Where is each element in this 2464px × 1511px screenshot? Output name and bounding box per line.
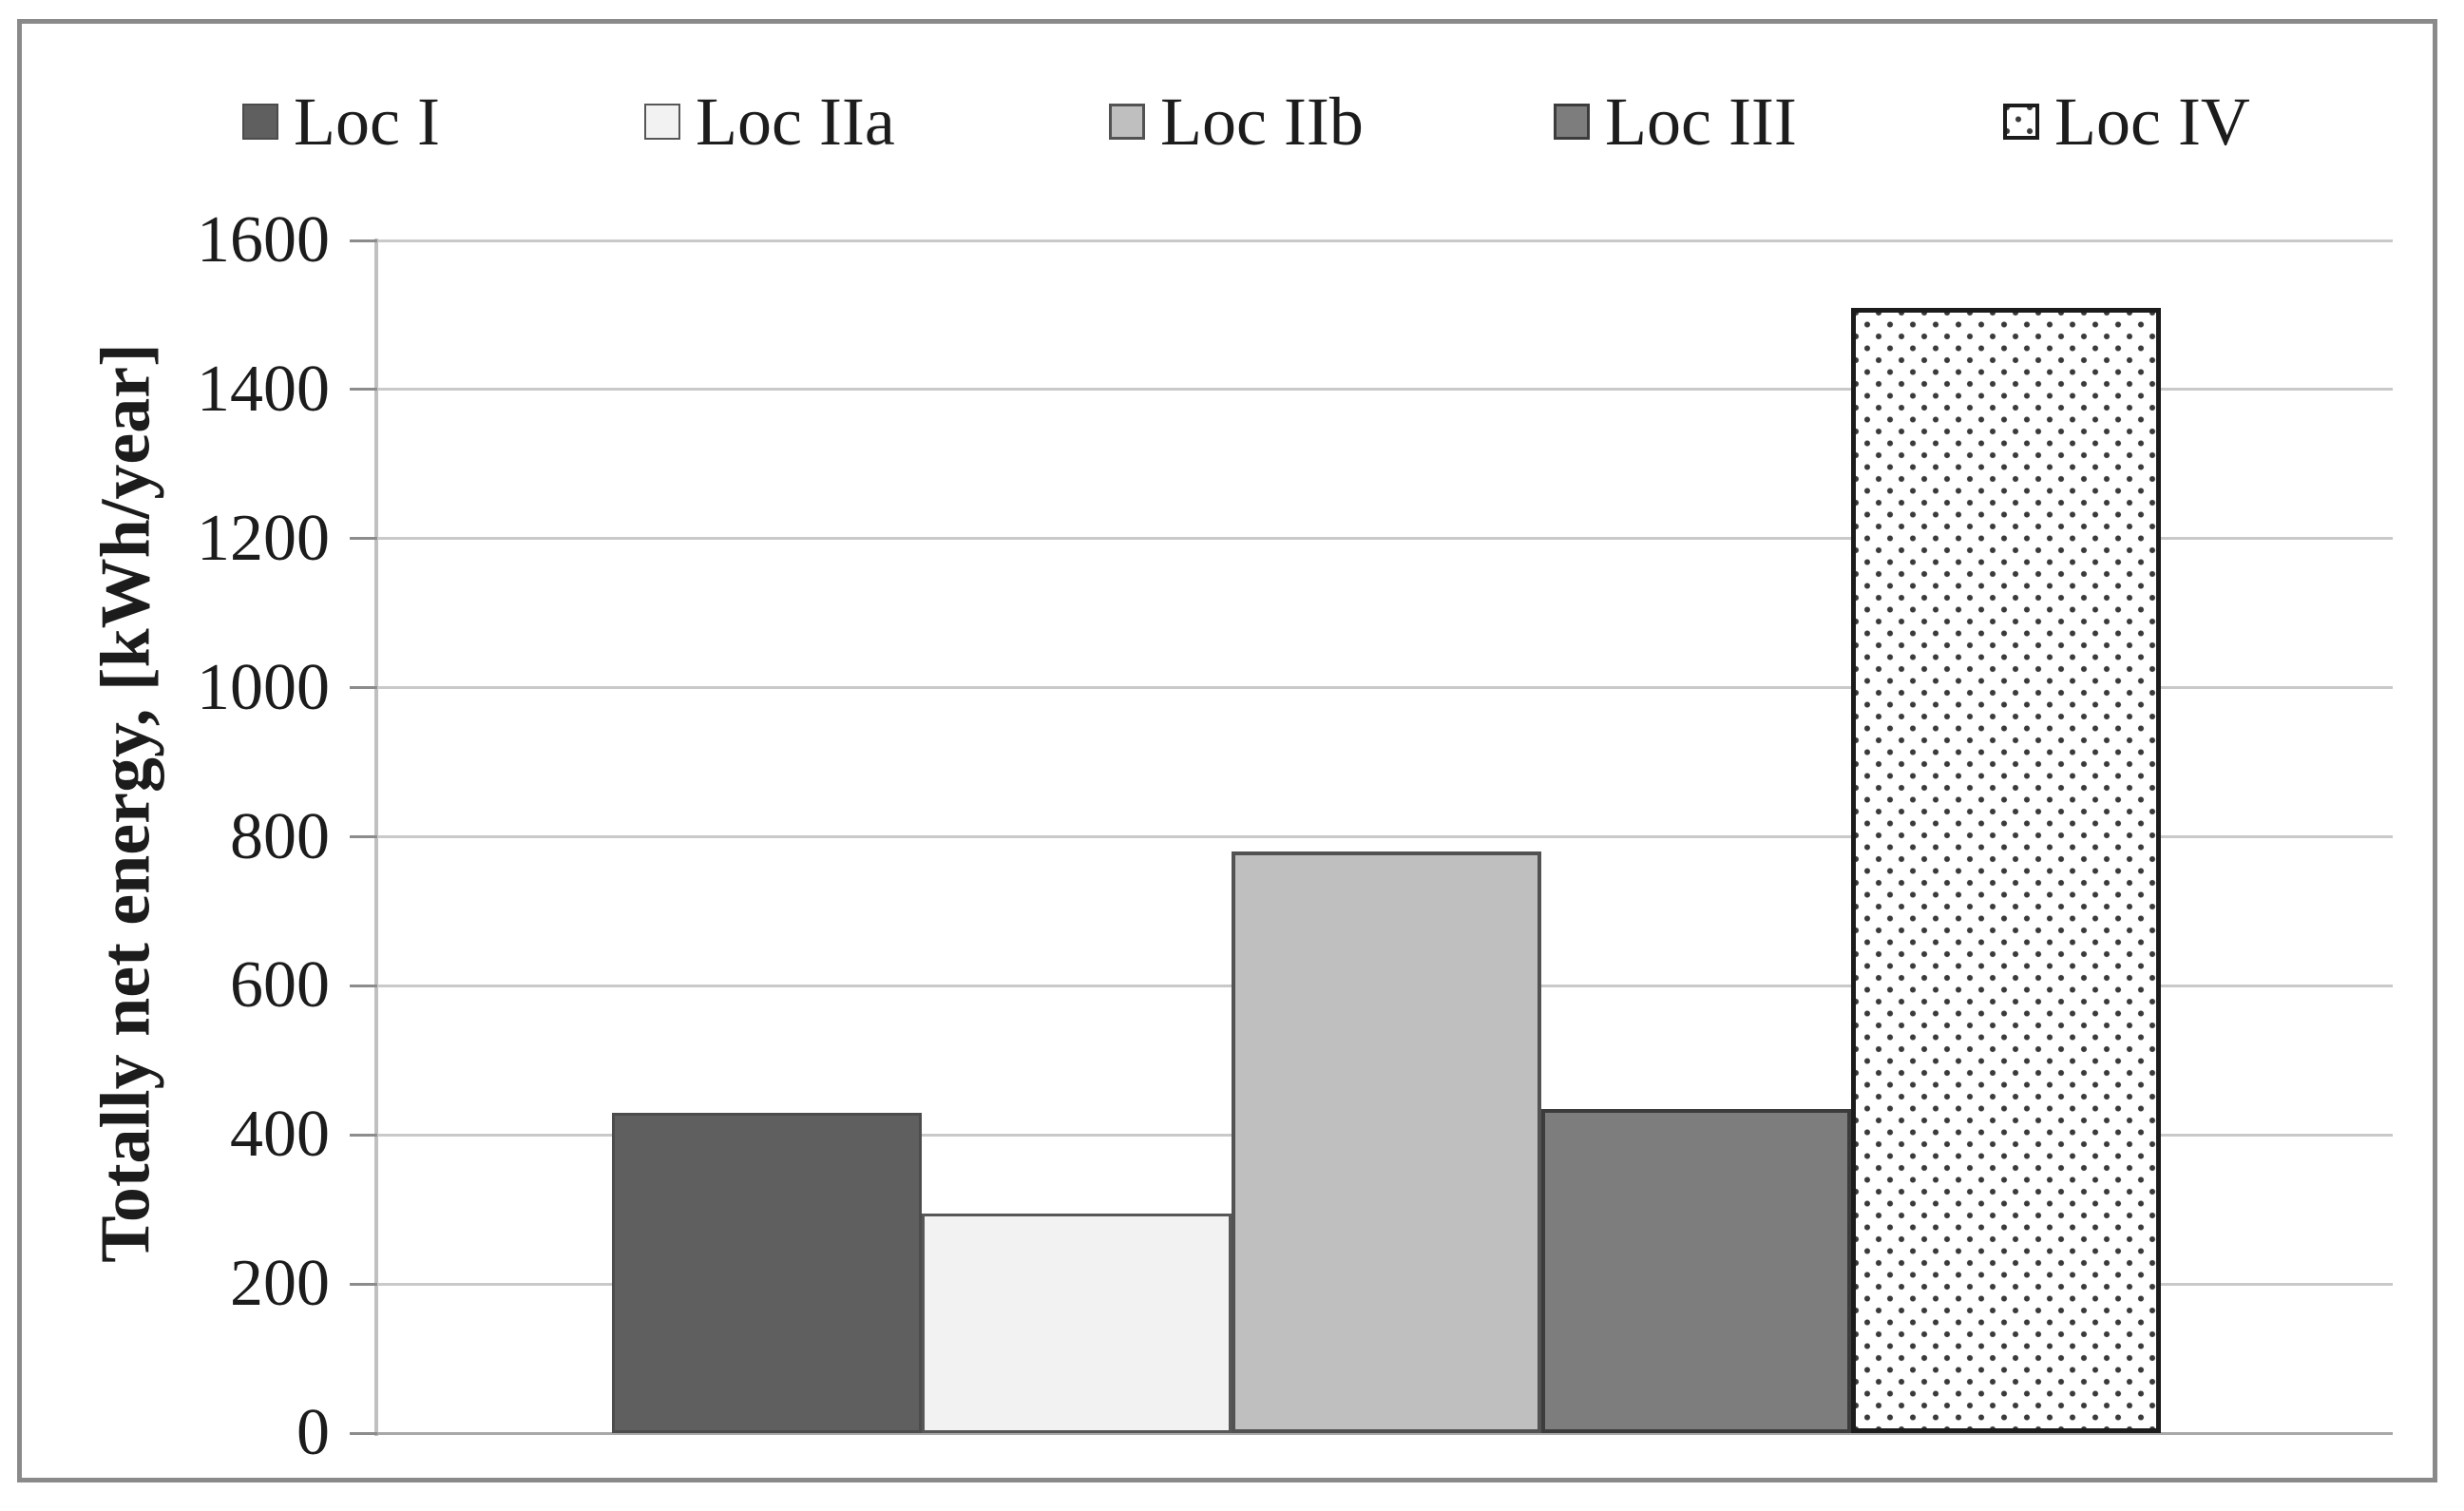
y-tick-label-1400: 1400 — [197, 352, 330, 426]
bar-loc-iv — [1851, 307, 2161, 1433]
y-tick-1400 — [350, 388, 377, 392]
legend-entry-loc_i: Loc I — [242, 87, 440, 156]
gridline-0 — [377, 1431, 2393, 1435]
y-tick-label-200: 200 — [230, 1247, 330, 1321]
legend-swatch-loc_iia — [644, 104, 680, 140]
legend-swatch-loc_iv — [2003, 104, 2039, 140]
legend-label-loc_iib: Loc IIb — [1160, 84, 1364, 160]
plot-area — [377, 239, 2393, 1435]
y-tick-label-0: 0 — [296, 1396, 330, 1469]
legend-label-loc_iia: Loc IIa — [696, 84, 895, 160]
y-tick-label-800: 800 — [230, 799, 330, 873]
y-tick-1600 — [350, 239, 377, 242]
y-tick-1200 — [350, 537, 377, 541]
bar-loc-i — [612, 1112, 922, 1433]
gridline-1200 — [377, 537, 2393, 541]
gridline-800 — [377, 835, 2393, 838]
legend-swatch-loc_i — [242, 104, 278, 140]
y-tick-label-600: 600 — [230, 948, 330, 1023]
legend-entry-loc_iib: Loc IIb — [1109, 87, 1364, 156]
legend-swatch-loc_iii — [1554, 104, 1590, 140]
gridline-1000 — [377, 686, 2393, 690]
y-tick-label-1200: 1200 — [197, 501, 330, 575]
y-tick-label-1600: 1600 — [197, 203, 330, 277]
y-tick-1000 — [350, 686, 377, 690]
legend-entry-loc_iv: Loc IV — [2003, 87, 2250, 156]
legend-entry-loc_iia: Loc IIa — [644, 87, 895, 156]
bar-loc-iia — [922, 1213, 1232, 1433]
legend-swatch-loc_iib — [1109, 104, 1145, 140]
y-tick-800 — [350, 835, 377, 838]
y-tick-label-400: 400 — [230, 1098, 330, 1172]
y-tick-200 — [350, 1282, 377, 1286]
bar-loc-iii — [1541, 1108, 1851, 1433]
legend-label-loc_i: Loc I — [294, 84, 440, 160]
gridline-1400 — [377, 388, 2393, 392]
y-tick-600 — [350, 984, 377, 987]
legend-entry-loc_iii: Loc III — [1554, 87, 1797, 156]
y-tick-0 — [350, 1431, 377, 1435]
y-tick-400 — [350, 1133, 377, 1137]
bar-loc-iib — [1232, 851, 1541, 1433]
gridline-1600 — [377, 239, 2393, 242]
legend-label-loc_iii: Loc III — [1605, 84, 1797, 160]
y-tick-label-1000: 1000 — [197, 650, 330, 724]
legend-label-loc_iv: Loc IV — [2054, 84, 2250, 160]
